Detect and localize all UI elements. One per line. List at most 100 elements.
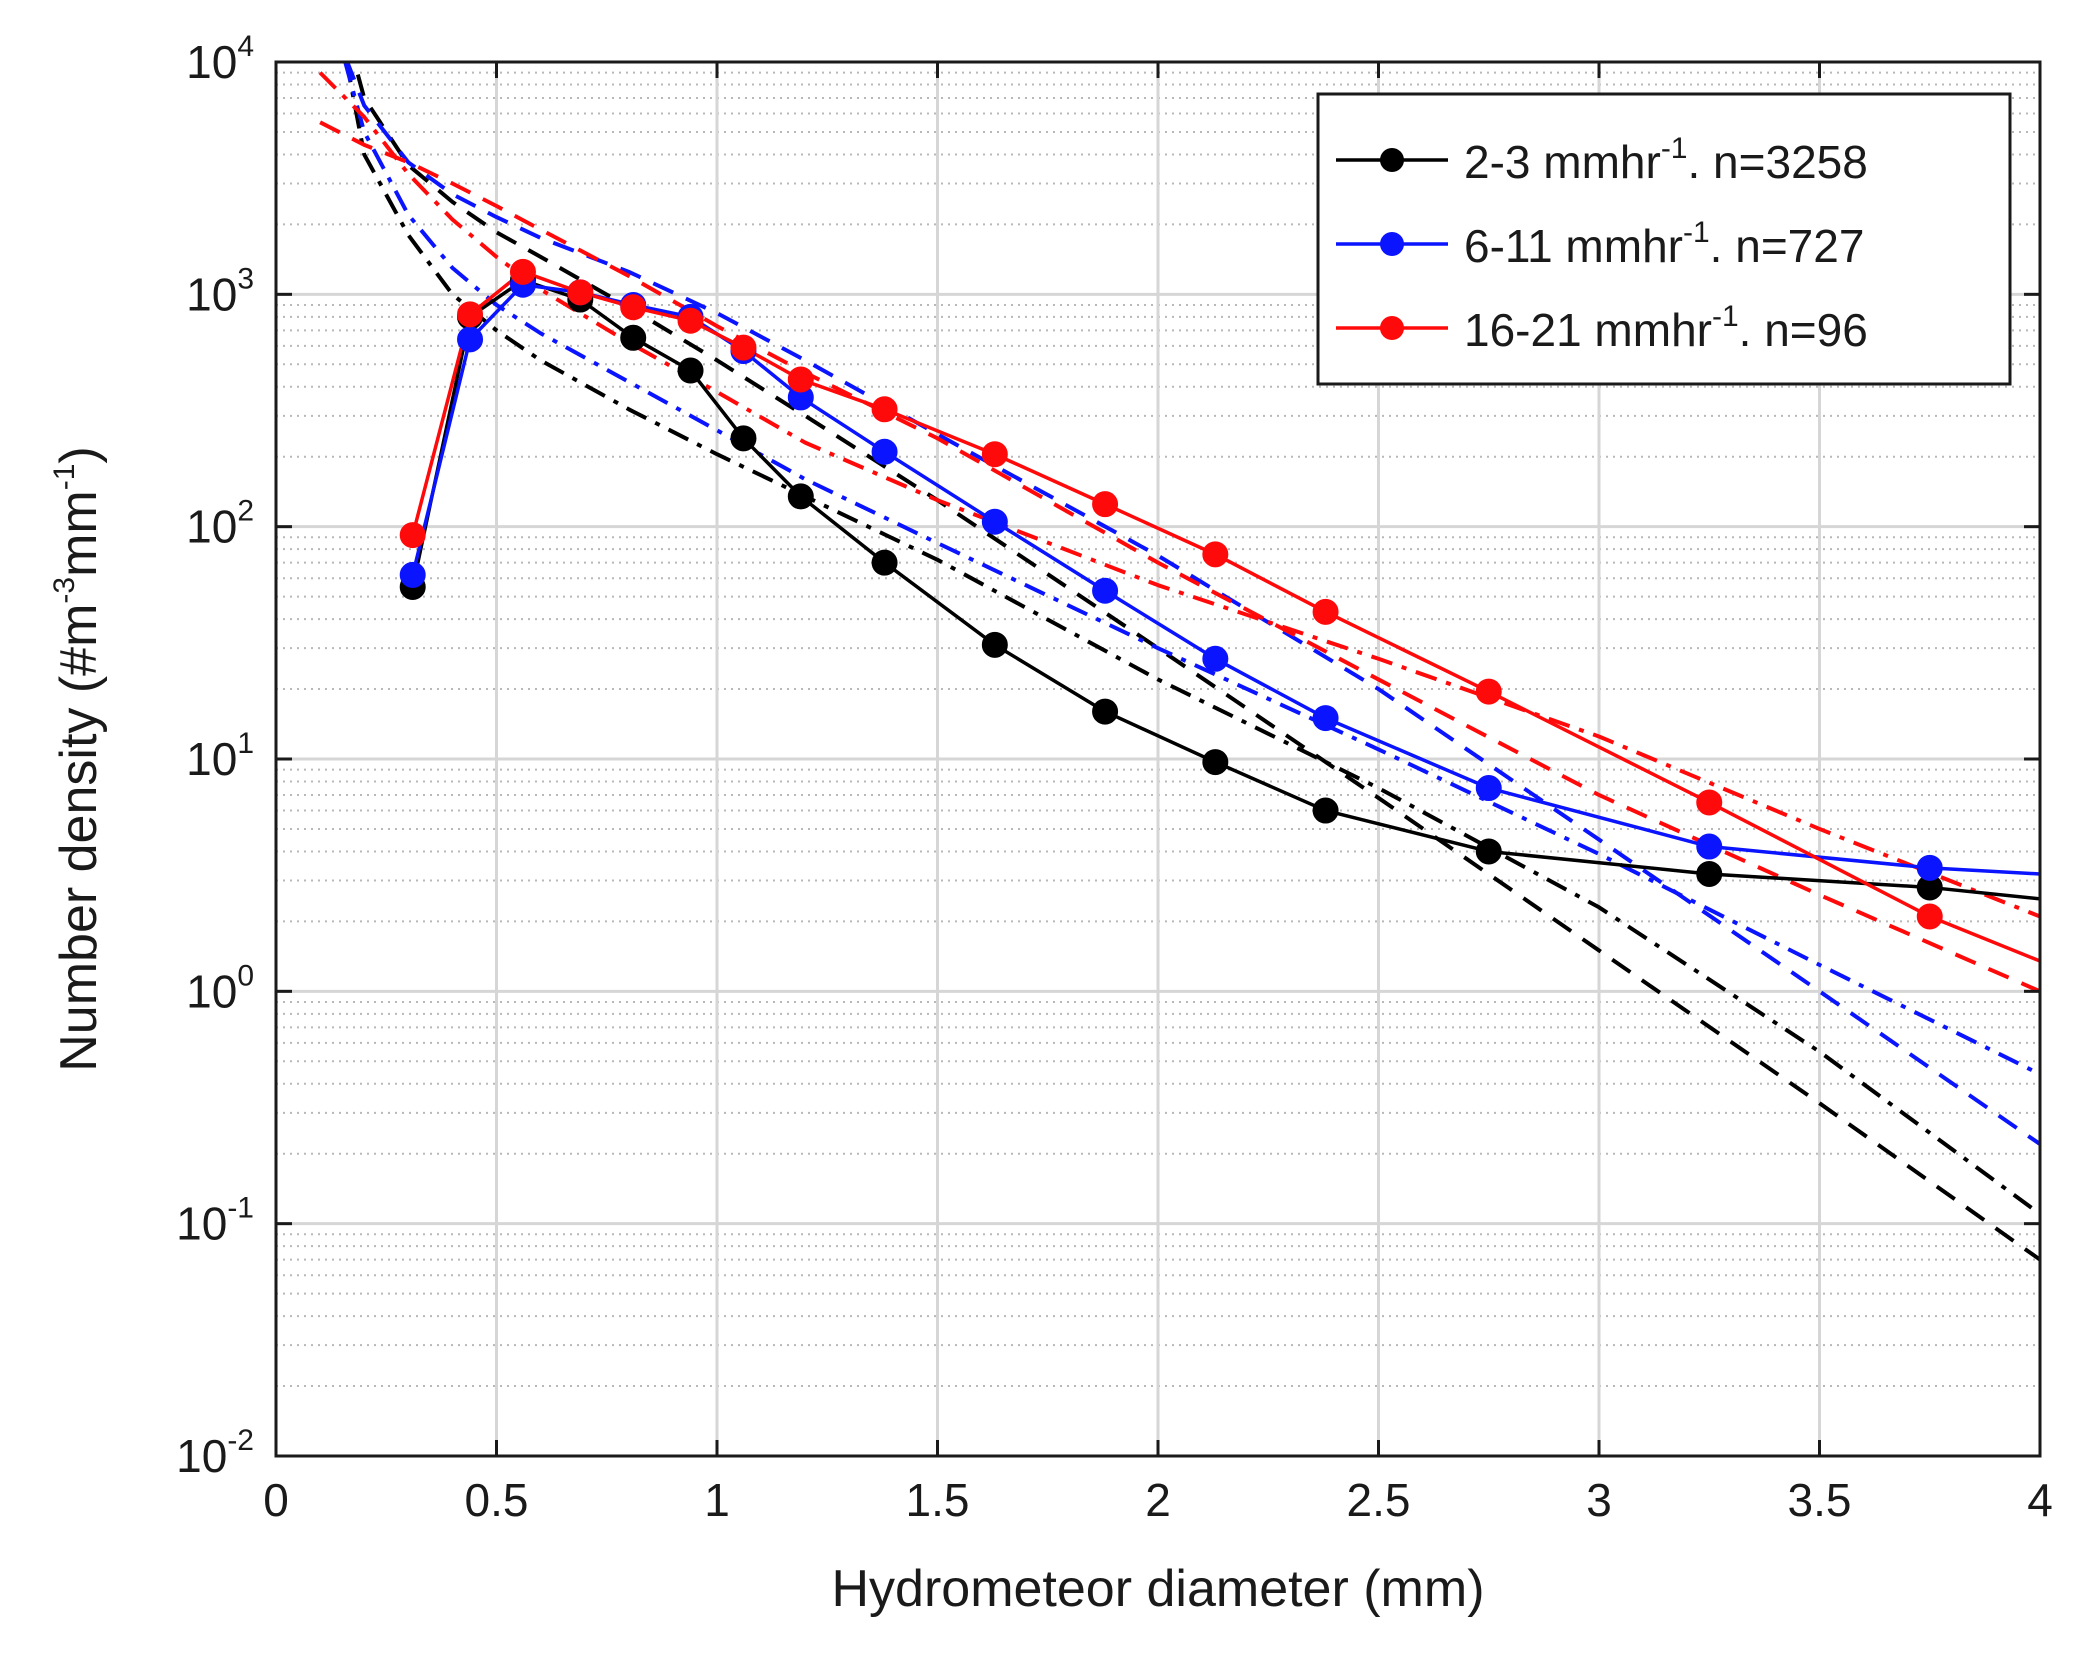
legend-label-sup: -1 xyxy=(1712,300,1739,333)
x-tick-label: 3.5 xyxy=(1788,1474,1852,1526)
y-tick-label-base: 10 xyxy=(186,36,237,88)
y-axis-label: Number density (#m-3mm-1) xyxy=(48,446,108,1072)
series-marker-1 xyxy=(1312,705,1339,732)
legend-label-1: 6-11 mmhr-1. n=727 xyxy=(1464,216,1864,272)
y-tick-label-exponent: 1 xyxy=(237,727,254,760)
legend-label-sup: -1 xyxy=(1661,132,1688,165)
series-marker-2 xyxy=(677,307,704,334)
y-tick-label-base: 10 xyxy=(176,1430,227,1482)
y-tick-label-exponent: 4 xyxy=(237,30,254,63)
legend-label-main: 6-11 mmhr xyxy=(1464,220,1683,272)
y-axis-label-mid: mm xyxy=(50,490,108,577)
legend-label-tail: . n=727 xyxy=(1710,220,1865,272)
series-marker-2 xyxy=(457,301,484,328)
y-tick-label-exponent: 2 xyxy=(237,495,254,528)
legend-label-tail: . n=96 xyxy=(1739,304,1868,356)
series-marker-0 xyxy=(1312,797,1339,824)
series-marker-0 xyxy=(677,357,704,384)
series-marker-1 xyxy=(1092,577,1119,604)
y-tick-label: 103 xyxy=(186,262,254,320)
x-tick-label: 0.5 xyxy=(465,1474,529,1526)
series-marker-0 xyxy=(1092,698,1119,725)
series-marker-0 xyxy=(1202,749,1229,776)
series-marker-2 xyxy=(1696,789,1723,816)
legend-label-tail: . n=3258 xyxy=(1688,136,1868,188)
series-marker-2 xyxy=(1092,491,1119,518)
series-marker-2 xyxy=(730,334,757,361)
series-marker-2 xyxy=(871,396,898,423)
y-tick-label: 10-2 xyxy=(176,1424,254,1482)
fit-curve-dashed xyxy=(319,120,2040,994)
legend-box xyxy=(1316,92,2012,386)
x-axis-ticks: 0 0.5 1 1.5 2 2.5 3 3.5 4 xyxy=(263,62,2053,1526)
series-marker-2 xyxy=(1202,541,1229,568)
y-axis-label-sup1: -3 xyxy=(48,577,81,604)
legend-label-main: 16-21 mmhr xyxy=(1464,304,1712,356)
y-tick-label-base: 10 xyxy=(186,501,237,553)
series-marker-1 xyxy=(1202,645,1229,672)
series-marker-1 xyxy=(1916,854,1943,881)
series-marker-2 xyxy=(1312,598,1339,625)
series-marker-2 xyxy=(509,258,536,285)
y-tick-label-base: 10 xyxy=(186,965,237,1017)
series-marker-2 xyxy=(1916,903,1943,930)
x-tick-label: 4 xyxy=(2027,1474,2053,1526)
y-axis-label-sup2: -1 xyxy=(48,464,81,491)
fit-curves xyxy=(318,62,2040,1262)
series-marker-2 xyxy=(620,294,647,321)
y-tick-label: 10-1 xyxy=(176,1192,254,1250)
series-marker-1 xyxy=(1475,775,1502,802)
x-tick-label: 1 xyxy=(704,1474,730,1526)
legend-marker-1 xyxy=(1380,232,1404,256)
y-tick-label-base: 10 xyxy=(176,1198,227,1250)
series-marker-2 xyxy=(567,279,594,306)
data-series xyxy=(399,258,2040,963)
x-axis-label: Hydrometeor diameter (mm) xyxy=(831,1560,1484,1618)
series-marker-1 xyxy=(871,438,898,465)
y-axis-label-base: Number density (#m xyxy=(50,604,108,1072)
x-tick-label: 0 xyxy=(263,1474,289,1526)
legend-marker-0 xyxy=(1380,148,1404,172)
x-tick-label: 3 xyxy=(1586,1474,1612,1526)
series-marker-0 xyxy=(1696,860,1723,887)
legend-label-0: 2-3 mmhr-1. n=3258 xyxy=(1464,132,1868,188)
fit-curve-dashed xyxy=(345,62,2040,1146)
y-tick-label-base: 10 xyxy=(186,733,237,785)
legend-marker-2 xyxy=(1380,316,1404,340)
fit-curve-dashdot xyxy=(318,71,2040,919)
y-tick-label: 102 xyxy=(186,495,254,553)
series-marker-1 xyxy=(457,326,484,353)
series-marker-0 xyxy=(620,324,647,351)
series-marker-1 xyxy=(1696,833,1723,860)
fit-curve-dashdot xyxy=(344,62,2040,1216)
x-tick-label: 1.5 xyxy=(906,1474,970,1526)
y-axis-label-end: ) xyxy=(50,446,108,463)
series-marker-0 xyxy=(730,425,757,452)
fit-curve-dashed xyxy=(352,62,2040,1262)
series-marker-2 xyxy=(787,366,814,393)
y-tick-label: 101 xyxy=(186,727,254,785)
y-tick-label-exponent: -1 xyxy=(227,1192,254,1225)
series-marker-0 xyxy=(871,549,898,576)
series-marker-2 xyxy=(981,441,1008,468)
series-marker-1 xyxy=(981,508,1008,535)
legend-label-2: 16-21 mmhr-1. n=96 xyxy=(1464,300,1868,356)
series-marker-0 xyxy=(787,483,814,510)
y-tick-label: 104 xyxy=(186,30,254,88)
legend-label-main: 2-3 mmhr xyxy=(1464,136,1661,188)
y-tick-label: 100 xyxy=(186,959,254,1017)
y-tick-label-base: 10 xyxy=(186,268,237,320)
series-marker-2 xyxy=(399,522,426,549)
y-tick-label-exponent: -2 xyxy=(227,1424,254,1457)
x-tick-label: 2.5 xyxy=(1347,1474,1411,1526)
fit-curve-dashdot xyxy=(343,62,2040,1076)
y-tick-label-exponent: 0 xyxy=(237,959,254,992)
series-marker-2 xyxy=(1475,678,1502,705)
series-marker-1 xyxy=(399,561,426,588)
series-marker-0 xyxy=(1475,838,1502,865)
y-tick-label-exponent: 3 xyxy=(237,262,254,295)
